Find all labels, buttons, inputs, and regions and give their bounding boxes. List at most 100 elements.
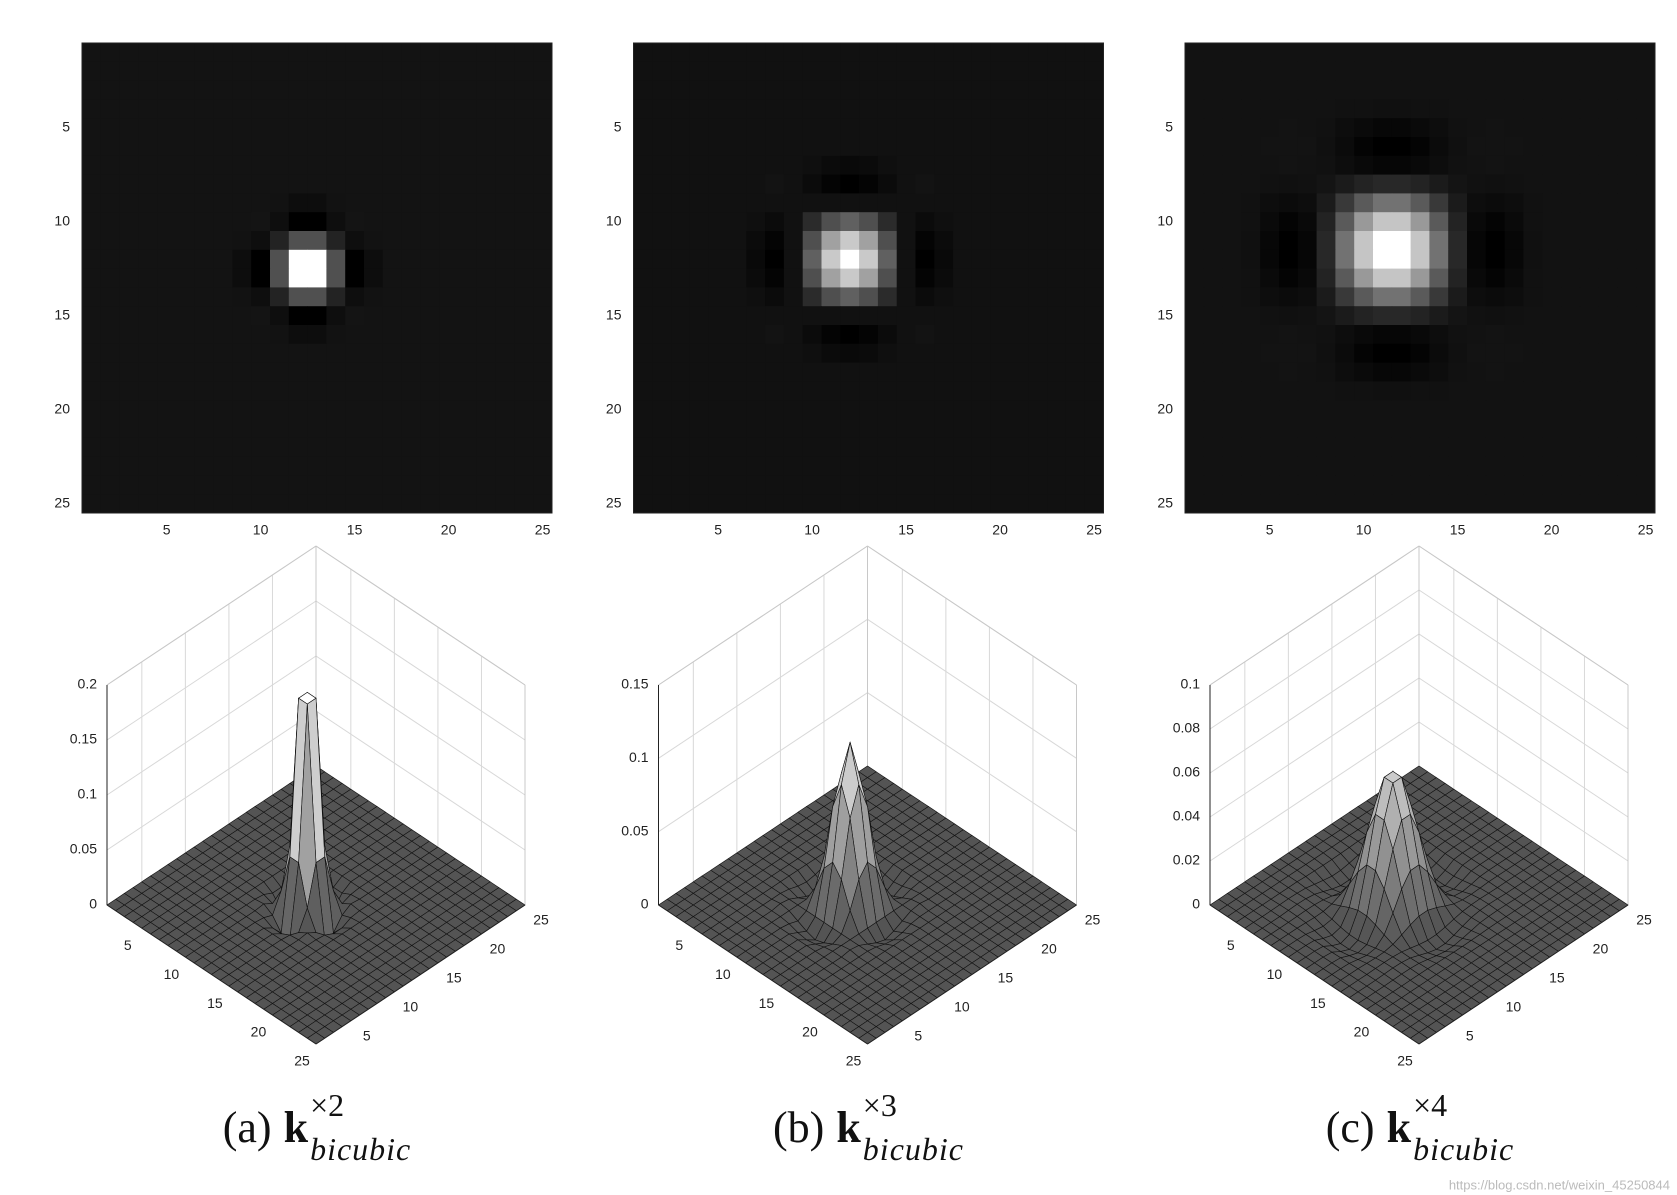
- heatmap-cell: [802, 325, 822, 345]
- grid-line: [106, 600, 317, 741]
- heatmap-cell: [1222, 362, 1242, 382]
- heatmap-cell: [138, 381, 158, 401]
- heatmap-cell: [1297, 437, 1317, 457]
- heatmap-cell: [364, 400, 384, 420]
- heatmap-cell: [1448, 174, 1468, 194]
- heatmap-cell: [1028, 343, 1048, 363]
- heatmap-cell: [1084, 155, 1104, 175]
- heatmap-cell: [708, 362, 728, 382]
- heatmap-cell: [401, 400, 421, 420]
- heatmap-cell: [1279, 231, 1299, 251]
- heatmap-cell: [821, 287, 841, 307]
- heatmap-cell: [934, 61, 954, 81]
- heatmap-cell: [1598, 118, 1618, 138]
- heatmap-cell: [934, 306, 954, 326]
- heatmap-cell: [1523, 494, 1543, 514]
- heatmap-cell: [1316, 268, 1336, 288]
- heatmap-cell: [689, 400, 710, 420]
- heatmap-cell: [458, 419, 478, 439]
- heatmap-cell: [1084, 437, 1104, 457]
- heatmap-cell: [1429, 437, 1449, 457]
- heatmap-cell: [877, 118, 898, 138]
- heatmap-cell: [746, 494, 766, 514]
- heatmap-cell: [1598, 456, 1618, 476]
- heatmap-cell: [213, 494, 233, 514]
- heatmap-cell: [727, 231, 747, 251]
- heatmap-cell: [1241, 362, 1261, 382]
- heatmap-cell: [270, 381, 290, 401]
- heatmap-cell: [100, 306, 120, 326]
- heatmap-cell: [401, 287, 421, 307]
- heatmap-cell: [821, 99, 841, 119]
- heatmap-cell: [382, 137, 402, 157]
- y-tick-label: 15: [606, 306, 622, 322]
- heatmap-cell: [1485, 437, 1505, 457]
- heatmap-cell: [533, 343, 553, 363]
- heatmap-cell: [1504, 437, 1524, 457]
- heatmap-cell: [859, 456, 879, 476]
- heatmap-cell: [689, 231, 710, 251]
- box-edge: [1418, 545, 1629, 686]
- heatmap-cell: [288, 419, 308, 439]
- heatmap-cell: [1542, 494, 1562, 514]
- heatmap-cell: [859, 362, 879, 382]
- heatmap-cell: [953, 400, 973, 420]
- heatmap-cell: [990, 475, 1010, 495]
- heatmap-cell: [100, 249, 120, 269]
- heatmap-cell: [176, 61, 196, 81]
- heatmap-cell: [420, 419, 440, 439]
- heatmap-cell: [514, 456, 534, 476]
- heatmap-cell: [708, 381, 728, 401]
- heatmap-cell: [1561, 155, 1581, 175]
- heatmap-cell: [1617, 306, 1637, 326]
- x-tick-label: 25: [1638, 522, 1654, 538]
- heatmap-cell: [1429, 43, 1449, 63]
- heatmap-cell: [1448, 118, 1468, 138]
- heatmap-cell: [1467, 268, 1487, 288]
- heatmap-cell: [345, 155, 365, 175]
- heatmap-cell: [439, 287, 459, 307]
- heatmap-cell: [708, 231, 728, 251]
- heatmap-cell: [1579, 174, 1599, 194]
- heatmap-cell: [364, 61, 384, 81]
- heatmap-cell: [401, 231, 421, 251]
- heatmap-cell: [194, 99, 214, 119]
- heatmap-cell: [1028, 155, 1048, 175]
- heatmap-cell: [1297, 494, 1317, 514]
- heatmap-cell: [1542, 456, 1562, 476]
- heatmap-cell: [1542, 118, 1562, 138]
- heatmap-cell: [1373, 80, 1393, 100]
- heatmap-cell: [1542, 475, 1562, 495]
- heatmap-cell: [420, 155, 440, 175]
- heatmap-cell: [1523, 155, 1543, 175]
- heatmap-cell: [100, 268, 120, 288]
- heatmap-cell: [783, 249, 804, 269]
- heatmap-cell: [652, 343, 672, 363]
- heatmap-cell: [708, 400, 728, 420]
- heatmap-cell: [1354, 343, 1374, 363]
- heatmap-cell: [82, 456, 102, 476]
- heatmap-cell: [420, 80, 440, 100]
- heatmap-cell: [1504, 212, 1524, 232]
- heatmap-cell: [382, 456, 402, 476]
- heatmap-cell: [1222, 43, 1242, 63]
- heatmap-cell: [652, 362, 672, 382]
- y-tick-label: 5: [62, 118, 70, 134]
- heatmap-cell: [1467, 400, 1487, 420]
- y-tick-label: 20: [54, 400, 70, 416]
- heatmap-cell: [1504, 362, 1524, 382]
- heatmap-cell: [1009, 43, 1029, 63]
- heatmap-cell: [1561, 231, 1581, 251]
- heatmap-cell: [633, 494, 653, 514]
- heatmap-cell: [652, 287, 672, 307]
- heatmap-cell: [1316, 155, 1336, 175]
- heatmap-cell: [100, 212, 120, 232]
- heatmap-cell: [840, 456, 860, 476]
- heatmap-cell: [138, 174, 158, 194]
- heatmap-cell: [953, 419, 973, 439]
- heatmap-cell: [765, 80, 785, 100]
- heatmap-cell: [364, 155, 384, 175]
- heatmap-cell: [1448, 306, 1468, 326]
- heatmap-cell: [1598, 475, 1618, 495]
- z-tick-label: 0.06: [1173, 764, 1200, 780]
